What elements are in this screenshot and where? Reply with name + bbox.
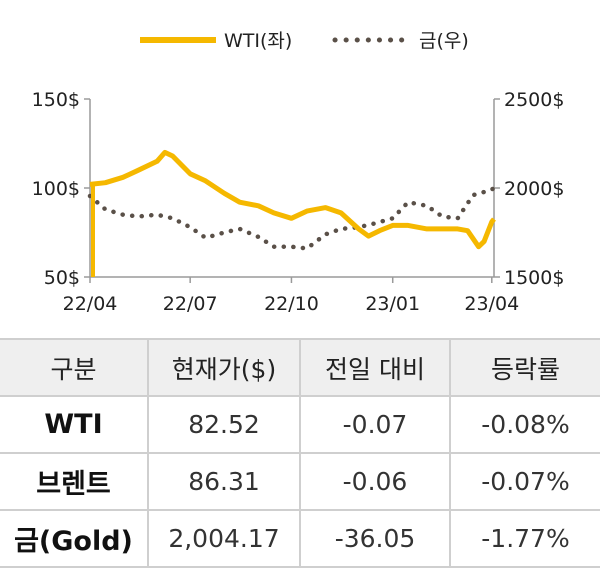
row-price: 2,004.17 (148, 510, 301, 568)
legend: WTI(좌) 금(우) (140, 30, 469, 52)
left-tick-label: 150$ (32, 89, 80, 111)
left-tick-label: 50$ (44, 267, 80, 289)
row-price: 86.31 (148, 453, 301, 511)
row-change: -0.06 (300, 453, 451, 511)
row-change: -36.05 (300, 510, 451, 568)
x-tick-label: 22/10 (264, 293, 319, 315)
price-table: 구분 현재가($) 전일 대비 등락률 WTI 82.52 -0.07 -0.0… (0, 338, 600, 568)
right-tick-label: 2000$ (504, 178, 564, 200)
price-chart: WTI(좌) 금(우) 150$100$50$ 2500$2000$1500$ … (32, 30, 565, 315)
legend-wti-label: WTI(좌) (224, 30, 292, 52)
left-tick-label: 100$ (32, 178, 80, 200)
table-row: 브렌트 86.31 -0.06 -0.07% (0, 453, 600, 511)
right-tick-label: 1500$ (504, 267, 564, 289)
row-price: 82.52 (148, 396, 301, 454)
x-tick-label: 23/01 (365, 293, 420, 315)
header-category: 구분 (0, 338, 149, 397)
right-axis-ticks: 2500$ 2000$ 1500$ (494, 89, 564, 289)
left-axis-ticks: 150$ 100$ 50$ (32, 89, 90, 289)
row-change: -0.07 (300, 396, 451, 454)
table-header-row: 구분 현재가($) 전일 대비 등락률 (0, 338, 600, 397)
table-row: WTI 82.52 -0.07 -0.08% (0, 396, 600, 454)
gold-series-line (87, 185, 497, 251)
row-rate: -1.77% (450, 510, 600, 568)
x-tick-label: 23/04 (464, 293, 519, 315)
right-tick-label: 2500$ (504, 89, 564, 111)
wti-series-line (89, 149, 496, 250)
row-name: 금(Gold) (0, 510, 149, 568)
row-name: WTI (0, 396, 149, 454)
row-name: 브렌트 (0, 453, 149, 511)
table-row: 금(Gold) 2,004.17 -36.05 -1.77% (0, 510, 600, 568)
header-change: 전일 대비 (300, 338, 451, 397)
series-layer (87, 149, 497, 277)
row-rate: -0.08% (450, 396, 600, 454)
header-rate: 등락률 (450, 338, 600, 397)
header-price: 현재가($) (148, 338, 301, 397)
row-rate: -0.07% (450, 453, 600, 511)
legend-gold-label: 금(우) (419, 30, 469, 52)
x-tick-label: 22/04 (63, 293, 118, 315)
x-axis-ticks: 22/04 22/07 22/10 23/01 23/04 (63, 277, 519, 315)
x-tick-label: 22/07 (163, 293, 218, 315)
